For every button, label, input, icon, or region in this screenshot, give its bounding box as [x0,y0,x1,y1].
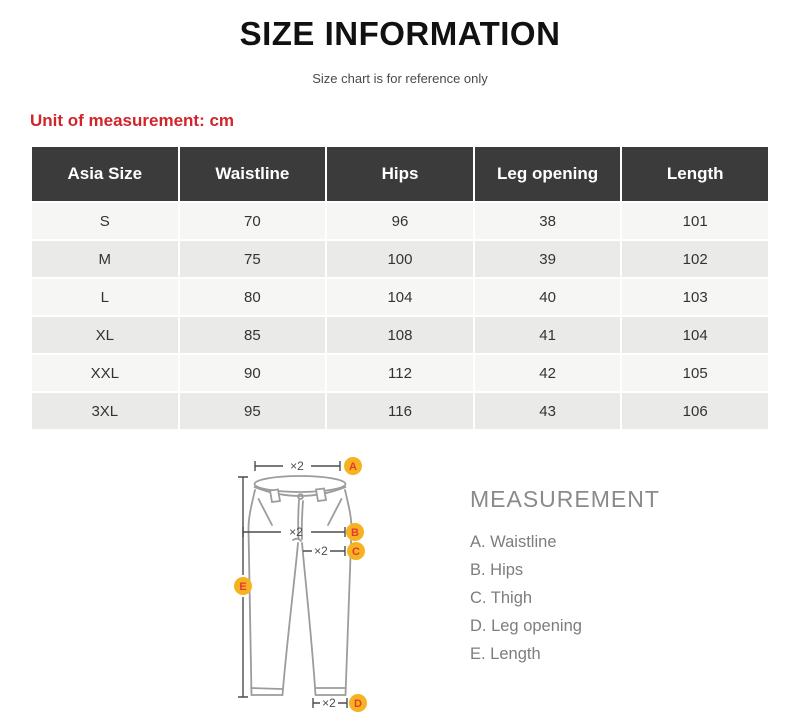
table-cell: 39 [472,239,623,279]
measurement-list: A. Waistline B. Hips C. Thigh D. Leg openin… [470,534,770,663]
table-cell: 101 [620,201,770,241]
pants-measurement-diagram: ×2 ×2 ×2 ×2 A B C E [234,457,367,712]
hips-multiplier-label: ×2 [289,525,303,539]
table-cell: 102 [620,239,770,279]
measurement-item: A. Waistline [470,533,557,551]
table-cell: 38 [472,201,623,241]
table-cell: 42 [472,353,623,393]
size-row: L 80 104 40 103 [30,277,770,317]
size-row: S 70 96 38 101 [30,201,770,241]
table-cell: XXL [30,353,180,393]
size-row: M 75 100 39 102 [30,239,770,279]
table-cell: 41 [472,315,623,355]
badge-e: E [234,577,252,595]
badge-a-circle [344,457,362,475]
size-chart-table: Asia Size Waistline Hips Leg opening Length … [30,145,770,431]
badge-b: B [346,523,364,541]
badge-d-letter: D [354,698,362,710]
table-cell: XL [30,315,180,355]
badge-b-circle [346,523,364,541]
table-cell: 104 [325,277,475,317]
table-cell: M [30,239,180,279]
pants-drawing [247,475,353,696]
measurement-item: D. Leg opening [470,617,582,635]
table-cell: 95 [177,391,328,431]
column-header: Waistline [177,145,328,203]
table-cell: 75 [177,239,328,279]
table-cell: 105 [620,353,770,393]
waistline-multiplier-label: ×2 [290,459,304,473]
table-cell: 80 [177,277,328,317]
badge-a-letter: A [349,461,357,473]
page-title: SIZE INFORMATION [239,15,561,52]
measurement-legend: MEASUREMENT A. Waistline B. Hips C. Thigh D… [470,486,770,674]
table-cell: 40 [472,277,623,317]
page-subtitle: Size chart is for reference only [312,71,488,86]
badge-c: C [347,542,365,560]
table-cell: 96 [325,201,475,241]
size-table-head: Asia Size Waistline Hips Leg opening Length [30,145,770,203]
table-cell: 116 [325,391,475,431]
table-cell: 106 [620,391,770,431]
table-cell: 112 [325,353,475,393]
measurement-item: C. Thigh [470,589,533,607]
leg-opening-multiplier-label: ×2 [322,696,336,710]
measurement-item: B. Hips [470,561,524,579]
size-row: XXL 90 112 42 105 [30,353,770,393]
table-cell: 103 [620,277,770,317]
measurement-heading: MEASUREMENT [470,486,660,512]
table-cell: 3XL [30,391,180,431]
column-header: Leg opening [472,145,623,203]
column-header: Asia Size [30,145,180,203]
measurement-item: E. Length [470,645,541,663]
badge-c-letter: C [352,546,360,558]
dimension-lines: ×2 ×2 ×2 ×2 [238,459,348,710]
table-cell: 70 [177,201,328,241]
badge-c-circle [347,542,365,560]
size-row: 3XL 95 116 43 106 [30,391,770,431]
thigh-multiplier-label: ×2 [314,544,328,558]
table-cell: L [30,277,180,317]
size-row: XL 85 108 41 104 [30,315,770,355]
table-cell: 90 [177,353,328,393]
table-cell: S [30,201,180,241]
badge-e-circle [234,577,252,595]
table-cell: 108 [325,315,475,355]
table-cell: 100 [325,239,475,279]
badge-a: A [344,457,362,475]
table-cell: 104 [620,315,770,355]
badge-b-letter: B [351,527,359,539]
table-cell: 43 [472,391,623,431]
badge-d: D [349,694,367,712]
column-header: Length [620,145,770,203]
badge-d-circle [349,694,367,712]
column-header: Hips [325,145,475,203]
size-table-header-row: Asia Size Waistline Hips Leg opening Length [30,145,770,203]
badge-e-letter: E [239,581,246,593]
size-table-body: S 70 96 38 101 M 75 100 39 102 L 80 104 40 103 XL 85 108 4… [30,201,770,431]
table-cell: 85 [177,315,328,355]
unit-of-measurement-note: Unit of measurement: cm [30,111,235,130]
